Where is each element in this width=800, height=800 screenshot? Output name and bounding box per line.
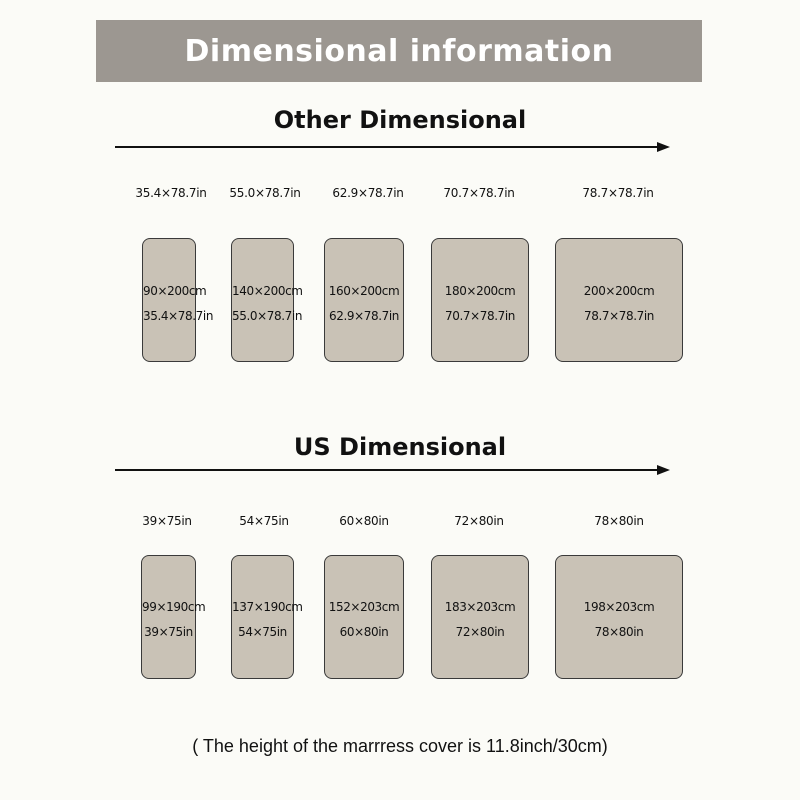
imperial-size: 78.7×78.7in xyxy=(583,309,655,323)
metric-size: 140×200cm xyxy=(232,284,303,298)
imperial-size: 78×80in xyxy=(594,625,644,639)
size-box: 140×200cm 55.0×78.7in xyxy=(231,238,303,362)
imperial-size: 54×75in xyxy=(238,625,287,639)
size-box: 90×200cm 35.4×78.7in xyxy=(142,238,214,362)
right-arrow-icon xyxy=(115,142,670,152)
size-label: 72×80in xyxy=(454,514,504,528)
size-label: 62.9×78.7in xyxy=(332,186,404,200)
page-title: Dimensional information xyxy=(184,33,614,69)
imperial-size: 60×80in xyxy=(339,625,389,639)
size-box: 198×203cm 78×80in xyxy=(555,555,683,679)
size-box: 137×190cm 54×75in xyxy=(231,555,303,679)
size-label: 35.4×78.7in xyxy=(135,186,207,200)
metric-size: 180×200cm xyxy=(444,284,516,298)
imperial-size: 70.7×78.7in xyxy=(444,309,516,323)
size-label: 78×80in xyxy=(594,514,644,528)
metric-size: 198×203cm xyxy=(583,600,655,614)
imperial-size: 39×75in xyxy=(144,625,193,639)
metric-size: 183×203cm xyxy=(444,600,516,614)
metric-size: 99×190cm xyxy=(142,600,206,614)
size-box: 99×190cm 39×75in xyxy=(141,555,206,679)
size-label: 55.0×78.7in xyxy=(229,186,301,200)
footnote: ( The height of the marrress cover is 11… xyxy=(192,736,608,756)
size-box: 180×200cm 70.7×78.7in xyxy=(431,238,529,362)
size-box: 200×200cm 78.7×78.7in xyxy=(555,238,683,362)
imperial-size: 55.0×78.7in xyxy=(232,309,303,323)
imperial-size: 62.9×78.7in xyxy=(328,309,400,323)
section-title-us: US Dimensional xyxy=(293,433,507,461)
size-box: 152×203cm 60×80in xyxy=(324,555,404,679)
size-label: 78.7×78.7in xyxy=(582,186,654,200)
metric-size: 152×203cm xyxy=(328,600,400,614)
metric-size: 137×190cm xyxy=(232,600,303,614)
metric-size: 160×200cm xyxy=(328,284,400,298)
right-arrow-icon xyxy=(115,465,670,475)
imperial-size: 72×80in xyxy=(455,625,505,639)
section-title-other: Other Dimensional xyxy=(273,106,527,134)
size-label: 60×80in xyxy=(339,514,389,528)
imperial-size: 35.4×78.7in xyxy=(143,309,214,323)
size-label: 70.7×78.7in xyxy=(443,186,515,200)
size-box: 160×200cm 62.9×78.7in xyxy=(324,238,404,362)
metric-size: 200×200cm xyxy=(583,284,655,298)
header-banner: Dimensional information xyxy=(96,20,702,82)
metric-size: 90×200cm xyxy=(143,284,207,298)
size-label: 39×75in xyxy=(142,514,192,528)
size-box: 183×203cm 72×80in xyxy=(431,555,529,679)
size-label: 54×75in xyxy=(239,514,289,528)
